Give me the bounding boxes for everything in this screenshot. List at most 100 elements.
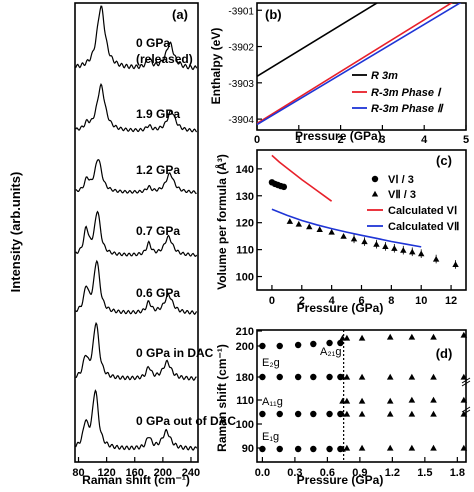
panel-d-point-phase-2: [386, 397, 394, 404]
panel-a-x-tick-label: 240: [182, 467, 200, 479]
panel-b-series-line: [257, 3, 379, 77]
panel-d-x-tick-label: 0.0: [255, 467, 270, 479]
panel-c-point-v2: [361, 238, 368, 245]
panel-c-y-tick-label: 110: [236, 245, 254, 257]
panel-c-point-v2: [295, 220, 302, 227]
panel-c-point-v2: [328, 228, 335, 235]
panel-a-spectrum: [75, 83, 198, 133]
panel-d-point-phase-1: [276, 342, 283, 350]
panel-c-y-tick-label: 130: [236, 191, 254, 203]
panel-d-point-phase-1: [294, 445, 302, 453]
panel-b-x-tick-label: 5: [463, 134, 469, 146]
panel-c-x-tick-label: 8: [388, 295, 394, 307]
panel-a-spectrum: [75, 321, 197, 382]
panel-d-point-phase-1: [294, 373, 302, 381]
panel-d-point-phase-1: [310, 373, 317, 381]
panel-c-x-tick-label: 2: [299, 295, 305, 307]
panel-d-mode-label: E₂g: [262, 357, 280, 369]
panel-d-frame: [256, 329, 467, 463]
panel-b-frame: [256, 2, 467, 131]
panel-a-x-tick-label: 80: [72, 467, 84, 479]
panel-b-tag: (b): [265, 7, 282, 22]
panel-c-calc-line: [271, 208, 422, 248]
panel-a-spectrum-sublabel: (released): [136, 52, 193, 66]
panel-d-point-phase-1: [259, 410, 266, 418]
panel-d-point-phase-2: [343, 410, 351, 417]
panel-d-point-phase-2: [408, 410, 416, 417]
panel-d-point-phase-2: [358, 397, 366, 404]
panel-c-x-tick-label: 12: [445, 295, 457, 307]
panel-d-point-phase-2: [358, 444, 366, 451]
panel-a-spectrum-label: 0.6 GPa: [136, 286, 180, 300]
panel-d-point-phase-2: [386, 410, 394, 417]
panel-d-point-phase-2: [339, 397, 346, 404]
panel-d-point-phase-1: [310, 340, 317, 348]
panel-d-point-phase-2: [430, 373, 437, 380]
panel-d-point-phase-2: [339, 373, 346, 380]
panel-d-point-phase-2: [343, 397, 351, 404]
panel-d-point-phase-2: [339, 410, 346, 417]
panel-c-legend-label: Calculated VⅡ: [388, 221, 459, 233]
panel-d-point-phase-1: [326, 445, 333, 453]
panel-d-point-phase-2: [358, 334, 366, 341]
panel-c-legend-label: VⅡ / 3: [388, 189, 416, 201]
panel-c-point-v2: [316, 226, 323, 232]
panel-d-y-tick-label: 180: [236, 372, 254, 384]
panel-b-series-line: [257, 3, 453, 125]
panel-d-point-phase-1: [259, 373, 266, 381]
panel-a-spectrum: [75, 389, 198, 451]
panel-d-x-tick-label: 1.5: [417, 467, 432, 479]
panel-a-spectrum: [75, 210, 198, 257]
panel-a-x-tick-label: 160: [126, 467, 144, 479]
panel-d-y-tick-label: 90: [242, 443, 254, 455]
panel-d-point-phase-2: [343, 334, 351, 341]
panel-d-point-phase-2: [343, 444, 351, 451]
panel-c-legend-swatch: [371, 190, 379, 197]
panel-d-point-phase-1: [337, 339, 344, 347]
panel-d-y-tick-label: 110: [236, 395, 254, 407]
panel-a-x-axis-label: Raman shift (cm⁻¹): [82, 473, 190, 487]
panel-d-point-phase-2: [408, 444, 416, 451]
panel-b-legend-label: R-3m Phase Ⅰ: [371, 87, 442, 99]
panel-a-spectrum-label: 1.9 GPa: [136, 107, 180, 121]
panel-d-point-phase-2: [408, 396, 416, 403]
panel-a-spectrum-label: 1.2 GPa: [136, 163, 180, 177]
panel-d-point-phase-2: [460, 410, 468, 417]
panel-d-y-tick-label: 210: [236, 326, 254, 338]
panel-d-mode-label: A₁₁g: [262, 396, 283, 408]
panel-c-point-v2: [306, 223, 313, 230]
panel-c-point-v2: [400, 246, 407, 253]
panel-b-x-tick-label: 1: [296, 134, 302, 146]
panel-b-x-tick-label: 0: [254, 134, 260, 146]
panel-d-y-tick-label: 100: [236, 419, 254, 431]
panel-d-point-phase-1: [276, 410, 283, 418]
panel-b-y-tick-label: -3902: [228, 43, 254, 54]
panel-a-x-tick-label: 120: [97, 467, 115, 479]
panel-d-point-phase-2: [460, 373, 468, 380]
panel-d-point-phase-2: [358, 373, 366, 380]
panel-c-legend-label: VⅠ / 3: [388, 174, 414, 186]
panel-d-x-tick-label: 0.9: [352, 467, 367, 479]
panel-b-legend-label: R 3m: [371, 70, 398, 82]
panel-d-point-phase-1: [326, 339, 333, 347]
panel-d-point-phase-1: [259, 445, 266, 453]
panel-d-y-tick-label: 200: [236, 341, 254, 353]
panel-c-x-tick-label: 0: [269, 295, 275, 307]
panel-d-mode-label: A₂₁g: [320, 346, 341, 358]
panel-c-x-tick-label: 4: [329, 295, 336, 307]
panel-d-point-phase-1: [259, 342, 266, 350]
panel-c-y-tick-label: 140: [236, 164, 254, 176]
panel-d-point-phase-1: [310, 445, 317, 453]
panel-c-point-v2: [286, 218, 294, 224]
panel-b-y-tick-label: -3904: [228, 115, 254, 126]
panel-c-tag: (c): [436, 153, 452, 168]
panel-d-point-phase-2: [386, 333, 394, 340]
panel-d-point-phase-1: [276, 373, 283, 381]
panel-c-point-v2: [373, 241, 380, 247]
panel-d-point-phase-2: [430, 396, 437, 403]
panel-d-point-phase-2: [460, 444, 468, 451]
panel-d-point-phase-1: [310, 410, 317, 418]
panel-d-point-phase-1: [294, 341, 302, 349]
panel-c-point-v2: [391, 245, 398, 251]
